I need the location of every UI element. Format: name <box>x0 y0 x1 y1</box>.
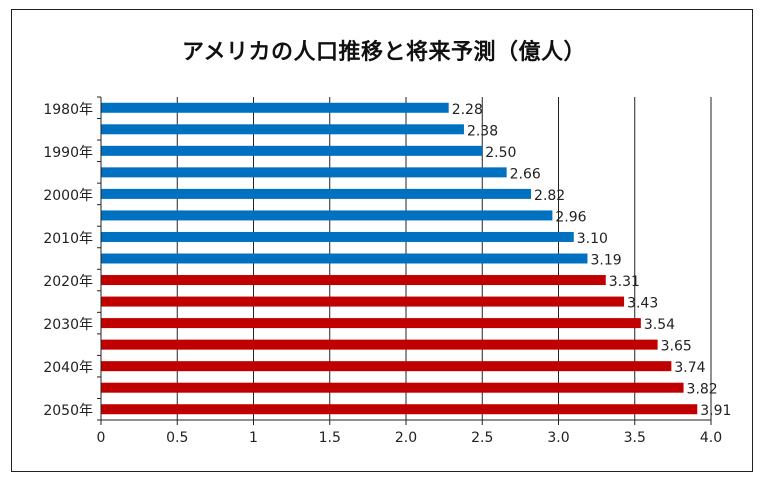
x-tick-label: 0 <box>97 430 106 446</box>
y-category-label: 2050年 <box>43 403 93 419</box>
bar <box>101 188 532 199</box>
bar-value-label: 3.82 <box>687 382 718 398</box>
x-tick-label: 3.5 <box>624 430 646 446</box>
x-tick-label: 1 <box>249 430 258 446</box>
x-tick-label: 4.0 <box>700 430 722 446</box>
bar-value-label: 2.50 <box>485 145 516 161</box>
y-category-label: 2030年 <box>43 317 93 333</box>
y-category-label: 2000年 <box>43 188 93 204</box>
data-labels: 2.28 2.38 2.50 2.66 2.82 2.96 3.10 3.19 3.31 3.43… <box>452 102 732 419</box>
bar <box>101 231 574 242</box>
y-category-label: 1990年 <box>43 145 93 161</box>
bar <box>101 404 698 415</box>
bar <box>101 382 684 393</box>
bar <box>101 253 588 264</box>
bar-value-label: 3.74 <box>674 360 705 376</box>
y-category-label: 2040年 <box>43 360 93 376</box>
bar <box>101 339 658 350</box>
bar <box>101 145 483 156</box>
bar-value-label: 3.65 <box>661 339 692 355</box>
bar-value-label: 2.28 <box>452 102 483 118</box>
x-tick-label: 2.0 <box>395 430 417 446</box>
bar-value-label: 2.96 <box>555 209 586 225</box>
x-tick-label: 2.5 <box>471 430 493 446</box>
bar-value-label: 3.31 <box>609 274 640 290</box>
bar <box>101 124 464 135</box>
bar-value-label: 3.54 <box>644 317 675 333</box>
chart-title: アメリカの人口推移と将来予測（億人） <box>182 40 586 65</box>
bar-value-label: 3.10 <box>577 231 608 247</box>
bars <box>101 102 698 415</box>
bar <box>101 318 641 329</box>
bar-value-label: 3.19 <box>590 253 621 269</box>
y-category-label: 1980年 <box>43 102 93 118</box>
bar <box>101 361 672 372</box>
bar-value-label: 2.38 <box>467 123 498 139</box>
bar <box>101 296 625 307</box>
x-tick-label: 1.5 <box>319 430 341 446</box>
bar-value-label: 3.91 <box>700 403 731 419</box>
bar-value-label: 2.82 <box>534 188 565 204</box>
y-category-label: 2010年 <box>43 231 93 247</box>
x-tick-label: 3.0 <box>547 430 569 446</box>
x-tick-label: 0.5 <box>166 430 188 446</box>
bar-value-label: 2.66 <box>510 166 541 182</box>
bar-value-label: 3.43 <box>627 296 658 312</box>
bar <box>101 167 507 178</box>
axes: 0 0.5 1 1.5 2.0 2.5 3.0 3.5 4.0 1980年 1990年 2000年 20… <box>43 96 722 446</box>
bar <box>101 275 606 286</box>
y-category-label: 2020年 <box>43 274 93 290</box>
bar <box>101 102 449 113</box>
bar <box>101 210 553 221</box>
